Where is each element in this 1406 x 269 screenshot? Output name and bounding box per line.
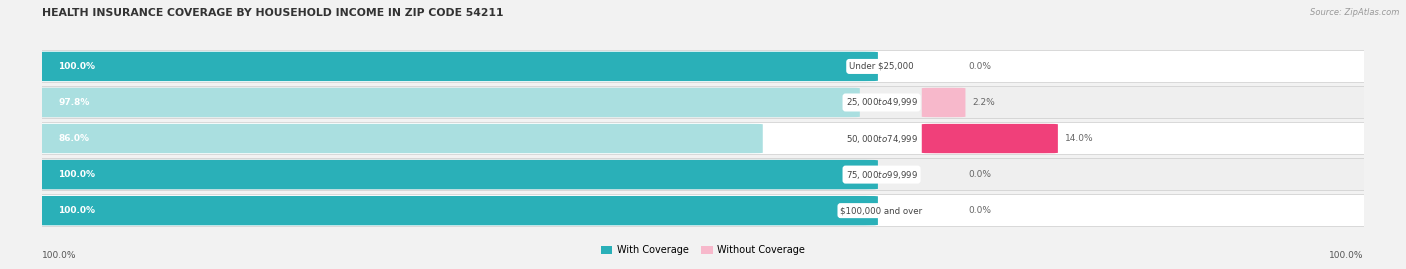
FancyBboxPatch shape: [31, 196, 877, 225]
FancyBboxPatch shape: [18, 50, 1388, 83]
Text: 86.0%: 86.0%: [58, 134, 89, 143]
Text: 100.0%: 100.0%: [58, 62, 96, 71]
Text: 0.0%: 0.0%: [967, 62, 991, 71]
Text: 0.0%: 0.0%: [967, 170, 991, 179]
FancyBboxPatch shape: [18, 122, 1388, 155]
Text: $75,000 to $99,999: $75,000 to $99,999: [845, 169, 918, 180]
FancyBboxPatch shape: [922, 124, 1057, 153]
FancyBboxPatch shape: [31, 52, 877, 81]
Text: HEALTH INSURANCE COVERAGE BY HOUSEHOLD INCOME IN ZIP CODE 54211: HEALTH INSURANCE COVERAGE BY HOUSEHOLD I…: [42, 8, 503, 18]
Text: $25,000 to $49,999: $25,000 to $49,999: [845, 97, 918, 108]
FancyBboxPatch shape: [18, 194, 1388, 227]
FancyBboxPatch shape: [31, 88, 860, 117]
FancyBboxPatch shape: [922, 88, 966, 117]
Text: 100.0%: 100.0%: [1329, 251, 1364, 260]
Text: 14.0%: 14.0%: [1064, 134, 1092, 143]
Text: 2.2%: 2.2%: [972, 98, 995, 107]
Text: Under $25,000: Under $25,000: [849, 62, 914, 71]
FancyBboxPatch shape: [18, 158, 1388, 191]
FancyBboxPatch shape: [31, 160, 877, 189]
Text: 0.0%: 0.0%: [967, 206, 991, 215]
Text: 100.0%: 100.0%: [58, 206, 96, 215]
Text: 100.0%: 100.0%: [42, 251, 77, 260]
Text: 100.0%: 100.0%: [58, 170, 96, 179]
Legend: With Coverage, Without Coverage: With Coverage, Without Coverage: [598, 241, 808, 259]
FancyBboxPatch shape: [18, 86, 1388, 119]
Text: Source: ZipAtlas.com: Source: ZipAtlas.com: [1309, 8, 1399, 17]
Text: $50,000 to $74,999: $50,000 to $74,999: [845, 133, 918, 144]
Text: 97.8%: 97.8%: [58, 98, 90, 107]
Text: $100,000 and over: $100,000 and over: [841, 206, 922, 215]
FancyBboxPatch shape: [31, 124, 762, 153]
